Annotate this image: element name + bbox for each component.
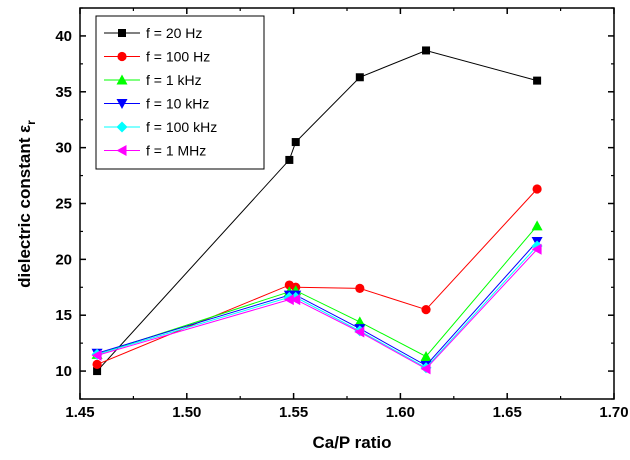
legend-label: f = 20 Hz [146, 25, 202, 41]
legend-label: f = 100 kHz [146, 119, 217, 135]
series-line [96, 241, 538, 367]
data-point [354, 326, 365, 338]
plot-layer [91, 46, 543, 376]
y-axis-title-subscript: r [24, 120, 38, 125]
legend-marker [116, 74, 128, 85]
legend-label: f = 1 MHz [146, 143, 206, 159]
series-line [96, 49, 538, 372]
data-point [285, 155, 294, 164]
x-tick-label: 1.45 [65, 404, 94, 421]
data-point [290, 294, 301, 306]
x-tick-label: 1.55 [279, 404, 308, 421]
legend-item-f-100-hz: f = 100 Hz [104, 49, 210, 65]
series-f-1-mhz [91, 243, 542, 375]
legend-label: f = 100 Hz [146, 49, 210, 65]
data-point [531, 243, 542, 255]
legend-box [95, 15, 265, 170]
legend: f = 20 Hz f = 100 Hz f = 1 kHz f = 10 kHz f … [95, 15, 265, 170]
legend-marker [116, 99, 128, 109]
series-line [96, 188, 538, 365]
legend-marker [116, 145, 127, 156]
series-line [96, 225, 538, 358]
legend-item-f-1-mhz: f = 1 MHz [104, 143, 206, 159]
data-point [420, 363, 431, 375]
series-f-100-hz [92, 184, 542, 369]
series-line [96, 248, 538, 370]
x-tick-label: 1.50 [172, 404, 201, 421]
data-point [420, 351, 432, 362]
data-point [291, 138, 300, 147]
series-f-20-hz [93, 46, 542, 376]
data-point [532, 184, 542, 194]
data-point [421, 305, 431, 315]
legend-marker [118, 29, 126, 37]
y-axis-title-main: dielectric constant ε [15, 125, 34, 288]
series-line [96, 245, 538, 369]
x-tick-label: 1.70 [599, 404, 628, 421]
legend-label: f = 1 kHz [146, 72, 202, 88]
legend-marker [116, 121, 128, 133]
y-tick-label: 10 [55, 363, 72, 380]
x-tick-label: 1.60 [386, 404, 415, 421]
series-f-1-khz [91, 220, 543, 362]
axes: 1.45 1.50 1.55 1.60 1.65 1.70 10 15 20 25 30 35 40 [55, 7, 629, 421]
legend-item-f-1-khz: f = 1 kHz [104, 72, 202, 88]
data-point [92, 359, 102, 369]
legend-label: f = 10 kHz [146, 96, 209, 112]
data-point [354, 316, 366, 327]
y-tick-label: 20 [55, 251, 72, 268]
data-point [91, 349, 102, 361]
data-point [355, 73, 364, 82]
x-tick-label: 1.65 [493, 404, 522, 421]
data-point [93, 367, 102, 376]
y-tick-label: 30 [55, 140, 72, 157]
y-tick-label: 40 [55, 28, 72, 45]
y-tick-label: 15 [55, 307, 72, 324]
x-axis-title: Ca/P ratio [312, 433, 391, 452]
data-point [533, 76, 542, 85]
data-point [422, 46, 431, 55]
y-tick-label: 25 [55, 196, 72, 213]
data-point [531, 220, 543, 231]
y-axis-title: dielectric constant εr [15, 120, 38, 288]
data-point [283, 294, 294, 306]
y-tick-label: 35 [55, 84, 72, 101]
legend-item-f-10-khz: f = 10 kHz [104, 96, 209, 112]
data-point [355, 283, 365, 294]
legend-marker [117, 51, 127, 62]
legend-item-f-100-khz: f = 100 kHz [104, 119, 217, 135]
legend-item-f-20-hz: f = 20 Hz [104, 25, 202, 41]
